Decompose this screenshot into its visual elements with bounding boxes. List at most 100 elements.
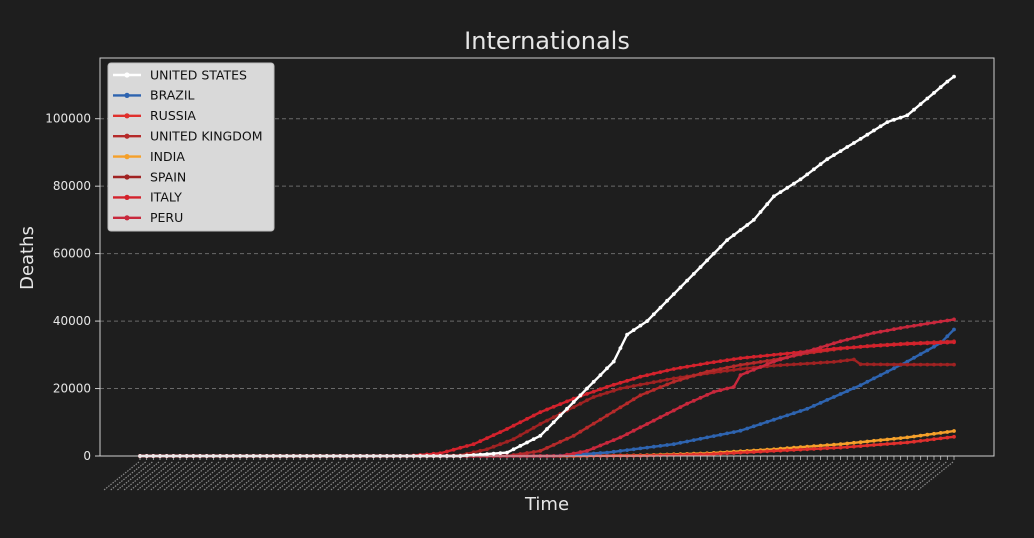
x-tick-label-smudge [143,461,180,491]
data-point [925,348,930,353]
data-point [525,440,529,445]
data-point [945,430,950,434]
data-point [812,167,816,172]
x-tick-label-smudge [330,461,367,491]
data-point [792,350,796,355]
data-point [625,332,629,337]
data-point [932,341,936,345]
data-point [571,400,576,404]
legend-item: PERU [113,210,183,225]
data-point [578,450,583,455]
x-tick-label-smudge [564,461,600,491]
data-point [491,451,496,456]
x-tick-label-smudge [363,461,400,491]
data-point [645,381,649,386]
data-point [872,362,876,367]
data-point [925,362,930,367]
data-point [832,446,836,450]
data-point [898,436,903,440]
data-point [792,362,796,367]
data-point [691,363,696,368]
data-point [605,385,609,389]
data-point [491,444,496,449]
data-point [545,446,549,450]
x-tick-label-smudge [297,461,333,491]
data-point [625,432,629,436]
chart-title: Internationals [464,27,630,55]
data-point [938,85,943,90]
data-point [731,368,736,372]
x-tick-label-smudge [577,461,614,491]
data-point [818,446,823,451]
x-tick-label-smudge [897,461,934,491]
x-tick-label-smudge [664,461,700,491]
data-point [571,405,576,409]
data-point [925,321,930,326]
x-tick-label-smudge [243,461,280,491]
data-point [918,433,923,438]
data-point [872,376,876,381]
data-point [685,364,689,369]
data-point [785,362,790,367]
data-point [478,448,483,453]
data-point [885,437,890,442]
data-point [898,326,903,330]
data-point [905,359,910,364]
data-point [818,360,823,365]
data-point [925,96,930,101]
data-point [605,440,609,445]
x-tick-label-smudge [630,461,667,491]
data-point [745,366,750,371]
data-point [952,340,956,345]
data-point [852,345,856,350]
data-point [731,233,736,238]
data-point [551,420,556,425]
data-point [678,377,683,382]
data-point [832,395,836,399]
data-point [912,341,916,346]
data-point [671,379,676,384]
data-point [925,438,930,442]
data-point [578,401,583,406]
x-tick-label-smudge [890,461,927,491]
y-axis-label: Deaths [17,226,38,290]
data-point [805,444,810,449]
data-point [698,436,703,441]
data-point [825,360,830,365]
data-point [605,413,609,418]
data-point [925,432,930,437]
data-point [551,404,556,409]
data-point [598,393,603,397]
data-point [611,438,616,442]
data-point [865,379,870,384]
data-point [618,449,623,453]
x-tick-label-smudge [497,461,534,491]
x-tick-label-smudge [190,461,227,491]
x-tick-label-smudge [824,461,860,491]
data-point [745,223,750,227]
data-point [445,449,449,454]
data-point [872,128,876,133]
data-point [645,445,649,450]
legend-swatch-marker [124,215,130,221]
x-tick-label-smudge [637,461,674,491]
data-point [798,409,803,413]
x-tick-label-smudge [884,461,921,491]
data-point [651,418,656,423]
x-tick-label-smudge [650,461,687,491]
x-tick-label-smudge [744,461,780,491]
data-point [838,445,843,450]
data-point [838,339,843,344]
data-point [858,137,863,141]
data-point [885,442,890,446]
data-point [832,153,836,158]
data-point [658,305,663,310]
data-point [872,443,876,447]
legend: UNITED STATES BRAZIL RUSSIA UNITED KINGDOM I… [107,62,275,232]
data-point [838,359,843,363]
data-point [878,362,883,367]
data-point [858,345,863,349]
data-point [658,379,663,383]
legend-item: INDIA [113,149,185,164]
data-point [665,368,669,373]
